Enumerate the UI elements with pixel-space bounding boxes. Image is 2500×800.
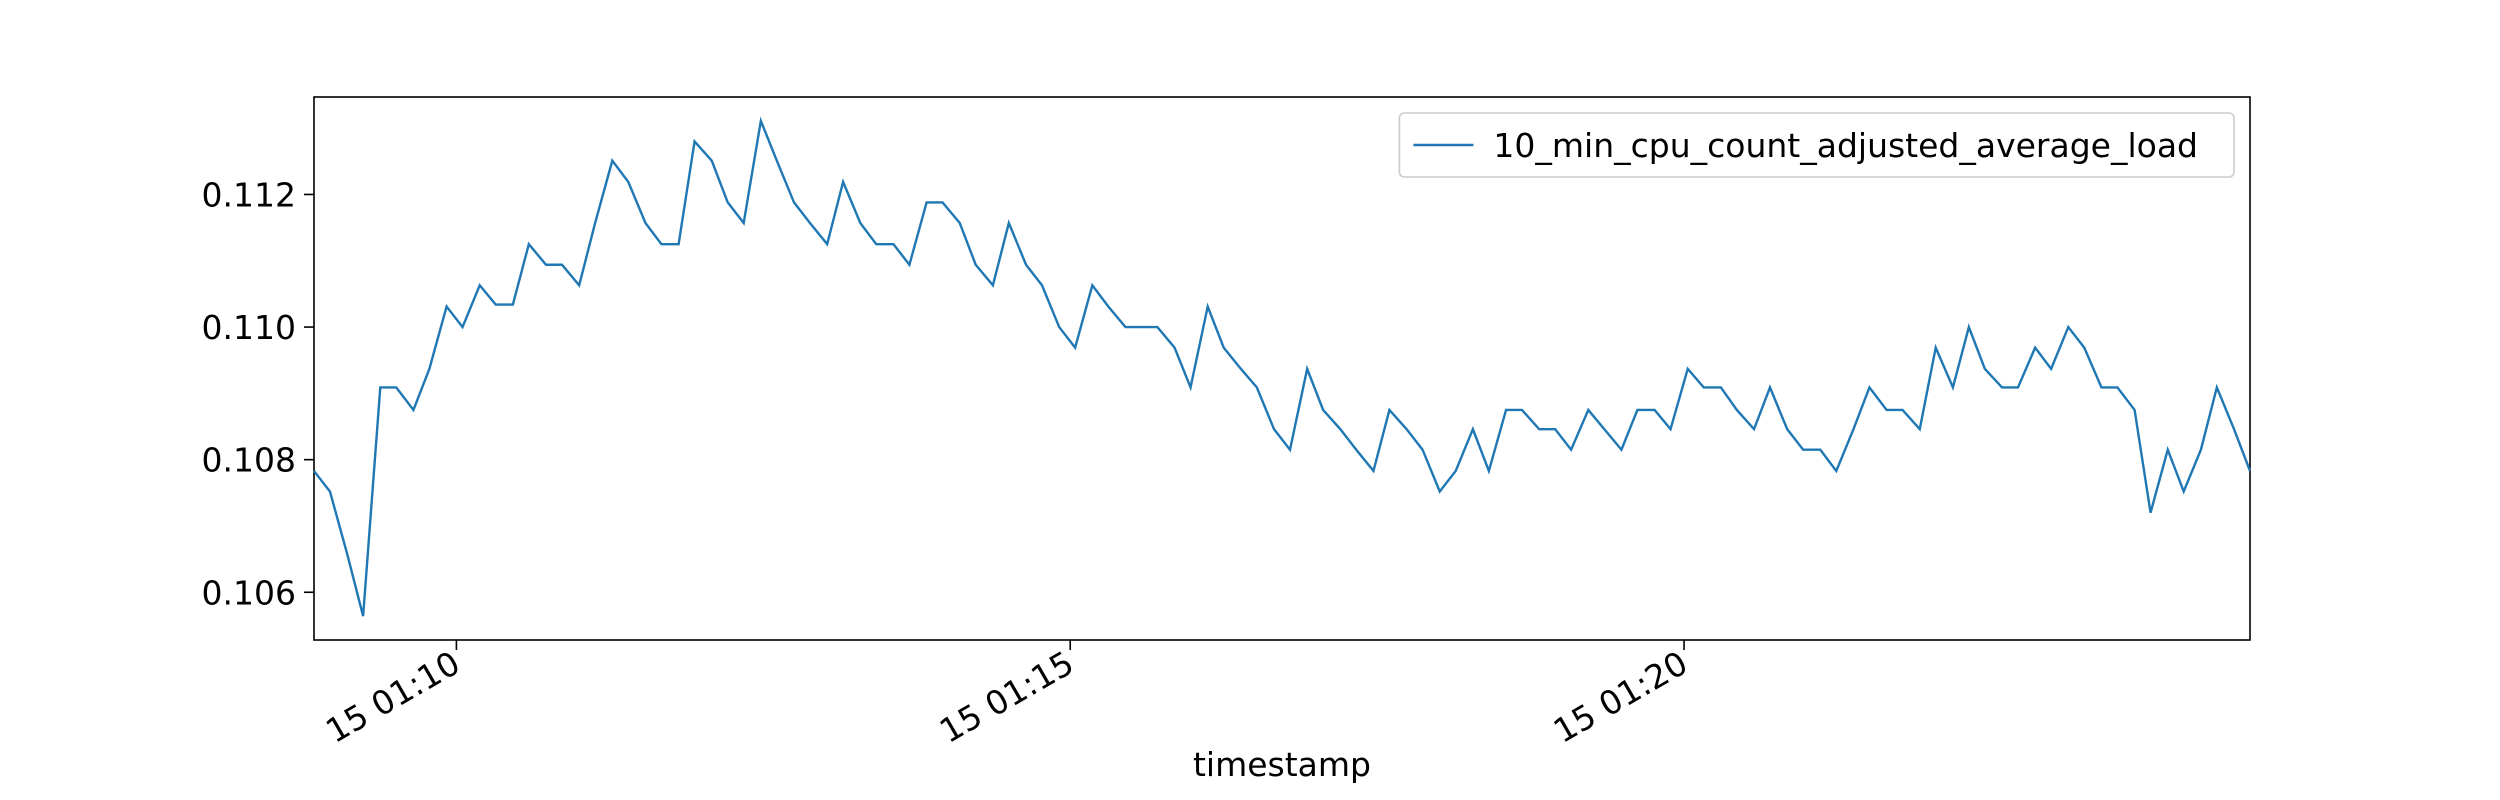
legend-box — [1398, 112, 2235, 178]
x-tick-label: 15 01:20 — [1547, 643, 1694, 751]
plot-frame — [313, 96, 2251, 641]
x-tick-label: 15 01:15 — [933, 643, 1080, 751]
y-tick-label: 0.112 — [202, 175, 296, 214]
x-axis-label: timestamp — [1193, 745, 1371, 784]
x-tick-label: 15 01:10 — [319, 643, 466, 751]
y-tick-label: 0.106 — [202, 573, 296, 612]
legend-label: 10_min_cpu_count_adjusted_average_load — [1493, 126, 2198, 165]
y-tick-label: 0.110 — [202, 308, 296, 347]
data-line — [313, 116, 2252, 617]
y-tick-label: 0.108 — [202, 441, 296, 480]
